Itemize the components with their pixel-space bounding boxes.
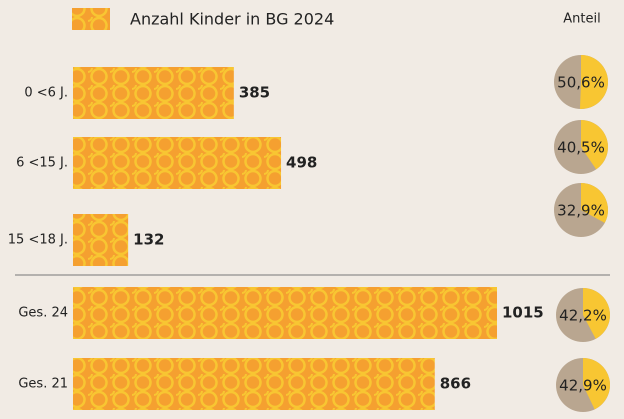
pie-share [579,55,609,109]
share-label: 50,6% [557,74,605,92]
bar [73,287,497,339]
bar [73,358,435,410]
category-label: 0 <6 J. [24,86,68,101]
pie-share [581,183,608,223]
bar [73,214,129,266]
pie-share [583,288,610,339]
value-label: 498 [286,154,317,172]
legend-swatch [72,8,110,30]
pie-share [581,120,608,170]
category-label: Ges. 21 [18,377,68,392]
share-title: Anteil [563,12,600,27]
share-label: 42,2% [559,307,607,325]
share-label: 42,9% [559,377,607,395]
bar [73,67,234,119]
share-label: 40,5% [557,139,605,157]
bar [73,137,282,189]
legend-label: Anzahl Kinder in BG 2024 [130,10,334,29]
category-label: Ges. 24 [18,306,68,321]
value-label: 385 [239,84,270,102]
value-label: 132 [133,231,164,249]
category-label: 6 <15 J. [16,156,68,171]
value-label: 866 [440,375,471,393]
pie-share [583,358,610,410]
share-label: 32,9% [557,202,605,220]
value-label: 1015 [502,304,544,322]
category-label: 15 <18 J. [8,233,68,248]
